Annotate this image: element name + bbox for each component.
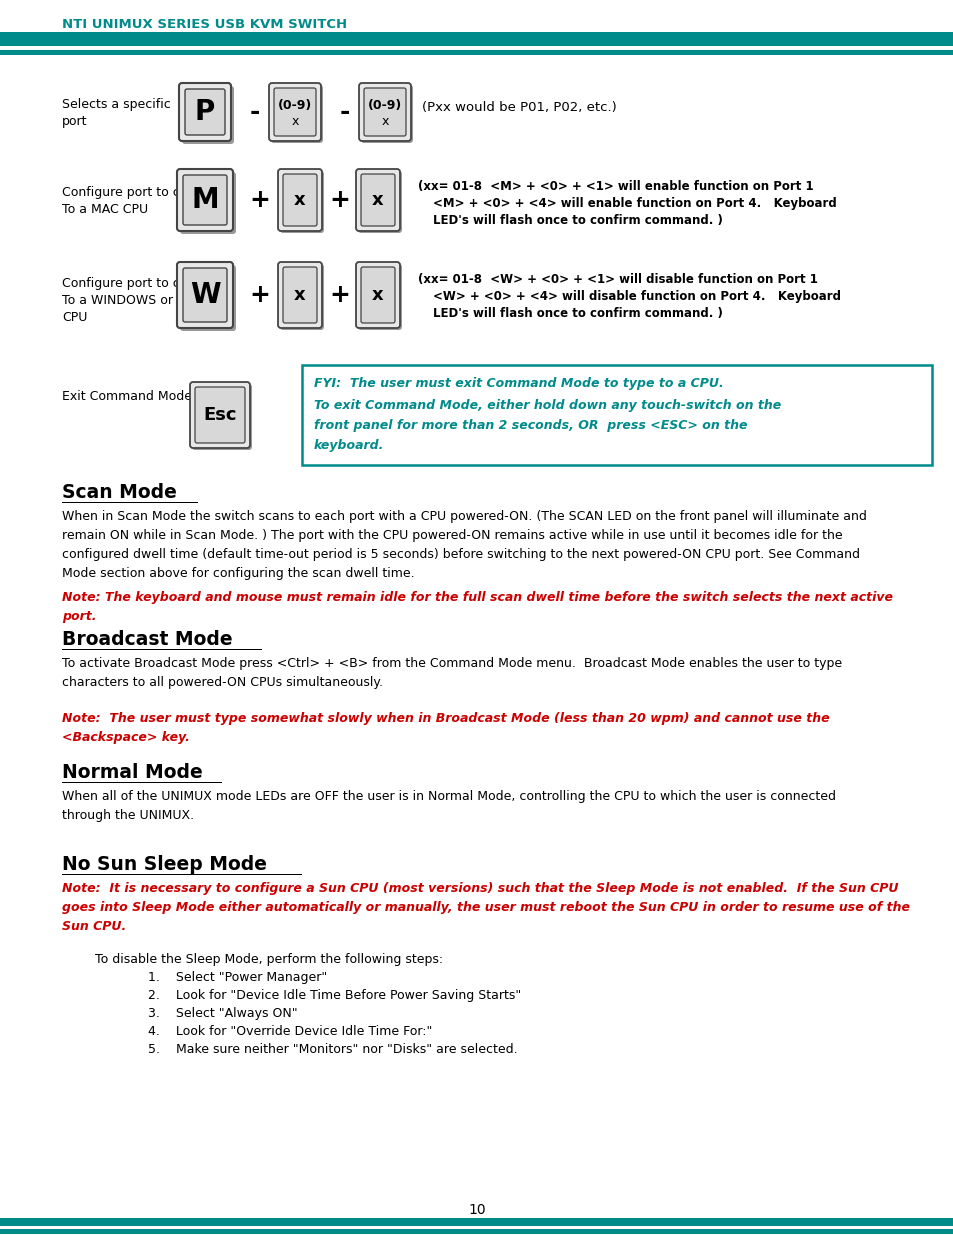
Text: x: x (381, 115, 388, 127)
Text: To disable the Sleep Mode, perform the following steps:: To disable the Sleep Mode, perform the f… (95, 953, 442, 966)
FancyBboxPatch shape (358, 83, 411, 141)
FancyBboxPatch shape (357, 264, 401, 330)
Text: x: x (294, 191, 306, 209)
Text: (0-9): (0-9) (368, 99, 402, 111)
FancyBboxPatch shape (269, 83, 320, 141)
Bar (0, 1229, 953, 1234)
Text: <W> + <0> + <4> will disable function on Port 4.   Keyboard: <W> + <0> + <4> will disable function on… (433, 290, 841, 303)
Text: -: - (250, 100, 260, 124)
FancyBboxPatch shape (183, 268, 227, 322)
Text: (0-9): (0-9) (277, 99, 312, 111)
Text: LED's will flash once to confirm command. ): LED's will flash once to confirm command… (433, 308, 722, 320)
Text: Configure port to connect: Configure port to connect (62, 277, 222, 290)
Text: +: + (329, 283, 350, 308)
Text: 3.    Select "Always ON": 3. Select "Always ON" (148, 1007, 297, 1020)
FancyBboxPatch shape (280, 264, 324, 330)
Text: (xx= 01-8  <M> + <0> + <1> will enable function on Port 1: (xx= 01-8 <M> + <0> + <1> will enable fu… (417, 180, 813, 193)
FancyBboxPatch shape (192, 384, 252, 450)
FancyBboxPatch shape (183, 175, 227, 225)
FancyBboxPatch shape (360, 267, 395, 324)
Text: -: - (339, 100, 350, 124)
FancyBboxPatch shape (177, 169, 233, 231)
FancyBboxPatch shape (271, 85, 323, 143)
FancyBboxPatch shape (190, 382, 250, 448)
Text: Note:  The user must type somewhat slowly when in Broadcast Mode (less than 20 w: Note: The user must type somewhat slowly… (62, 713, 829, 743)
Text: When in Scan Mode the switch scans to each port with a CPU powered-ON. (The SCAN: When in Scan Mode the switch scans to ea… (62, 510, 866, 580)
Text: No Sun Sleep Mode: No Sun Sleep Mode (62, 855, 267, 874)
FancyBboxPatch shape (283, 267, 316, 324)
Text: P: P (194, 98, 214, 126)
FancyBboxPatch shape (283, 174, 316, 226)
Text: (xx= 01-8  <W> + <0> + <1> will disable function on Port 1: (xx= 01-8 <W> + <0> + <1> will disable f… (417, 273, 817, 287)
Text: LED's will flash once to confirm command. ): LED's will flash once to confirm command… (433, 214, 722, 227)
Text: Note:  It is necessary to configure a Sun CPU (most versions) such that the Slee: Note: It is necessary to configure a Sun… (62, 882, 909, 932)
FancyBboxPatch shape (357, 170, 401, 233)
Text: 4.    Look for "Override Device Idle Time For:": 4. Look for "Override Device Idle Time F… (148, 1025, 432, 1037)
FancyBboxPatch shape (179, 83, 231, 141)
Text: Scan Mode: Scan Mode (62, 483, 176, 501)
FancyBboxPatch shape (180, 172, 235, 233)
Text: +: + (329, 188, 350, 212)
FancyBboxPatch shape (277, 169, 322, 231)
Text: To activate Broadcast Mode press <Ctrl> + <B> from the Command Mode menu.  Broad: To activate Broadcast Mode press <Ctrl> … (62, 657, 841, 689)
Text: Selects a specific: Selects a specific (62, 98, 171, 111)
Text: Exit Command Mode: Exit Command Mode (62, 390, 192, 403)
Text: M: M (191, 186, 218, 214)
Text: +: + (250, 283, 270, 308)
FancyBboxPatch shape (194, 387, 245, 443)
FancyBboxPatch shape (360, 85, 413, 143)
FancyBboxPatch shape (355, 262, 399, 329)
FancyBboxPatch shape (185, 89, 225, 135)
Text: FYI:  The user must exit Command Mode to type to a CPU.: FYI: The user must exit Command Mode to … (314, 377, 723, 390)
Bar (302, 366, 931, 466)
Bar (0, 32, 953, 46)
Text: NTI UNIMUX SERIES USB KVM SWITCH: NTI UNIMUX SERIES USB KVM SWITCH (62, 19, 347, 31)
Text: When all of the UNIMUX mode LEDs are OFF the user is in Normal Mode, controlling: When all of the UNIMUX mode LEDs are OFF… (62, 790, 835, 823)
Text: To a MAC CPU: To a MAC CPU (62, 203, 148, 216)
FancyBboxPatch shape (280, 170, 324, 233)
Text: CPU: CPU (62, 311, 88, 324)
Text: To a WINDOWS or SUN: To a WINDOWS or SUN (62, 294, 203, 308)
FancyBboxPatch shape (355, 169, 399, 231)
FancyBboxPatch shape (180, 266, 235, 331)
Text: <M> + <0> + <4> will enable function on Port 4.   Keyboard: <M> + <0> + <4> will enable function on … (433, 198, 836, 210)
Text: port: port (62, 115, 88, 128)
Text: x: x (294, 287, 306, 304)
Text: 10: 10 (468, 1203, 485, 1216)
Text: 1.    Select "Power Manager": 1. Select "Power Manager" (148, 971, 327, 984)
Text: x: x (372, 191, 383, 209)
Text: x: x (291, 115, 298, 127)
Text: +: + (250, 188, 270, 212)
Text: 2.    Look for "Device Idle Time Before Power Saving Starts": 2. Look for "Device Idle Time Before Pow… (148, 989, 520, 1002)
Text: front panel for more than 2 seconds, OR  press <ESC> on the: front panel for more than 2 seconds, OR … (314, 419, 747, 432)
Text: W: W (190, 282, 220, 309)
Text: 5.    Make sure neither "Monitors" nor "Disks" are selected.: 5. Make sure neither "Monitors" nor "Dis… (148, 1044, 517, 1056)
Bar (0, 49, 953, 56)
Text: (Pxx would be P01, P02, etc.): (Pxx would be P01, P02, etc.) (421, 100, 616, 114)
FancyBboxPatch shape (360, 174, 395, 226)
Bar (0, 1218, 953, 1226)
Text: Note: The keyboard and mouse must remain idle for the full scan dwell time befor: Note: The keyboard and mouse must remain… (62, 592, 892, 622)
Text: To exit Command Mode, either hold down any touch-switch on the: To exit Command Mode, either hold down a… (314, 399, 781, 412)
Text: Configure port to connect: Configure port to connect (62, 186, 222, 199)
FancyBboxPatch shape (364, 88, 406, 136)
Text: x: x (372, 287, 383, 304)
FancyBboxPatch shape (274, 88, 315, 136)
Text: Normal Mode: Normal Mode (62, 763, 203, 782)
Text: Esc: Esc (203, 406, 236, 424)
FancyBboxPatch shape (177, 262, 233, 329)
FancyBboxPatch shape (182, 86, 233, 144)
Text: keyboard.: keyboard. (314, 438, 384, 452)
Text: Broadcast Mode: Broadcast Mode (62, 630, 233, 650)
FancyBboxPatch shape (277, 262, 322, 329)
